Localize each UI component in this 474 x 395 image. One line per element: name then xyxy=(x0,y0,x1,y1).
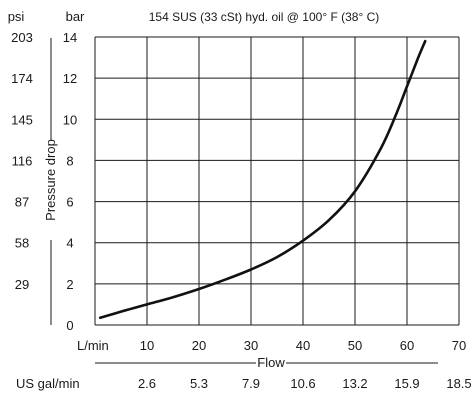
x-tick-label: 70 xyxy=(452,338,466,353)
x-tick-label: 10 xyxy=(140,338,154,353)
pressure-drop-curve xyxy=(98,39,427,320)
y-unit-primary: bar xyxy=(66,9,85,24)
y-label-background xyxy=(45,140,57,240)
x-unit-secondary: US gal/min xyxy=(16,376,80,391)
y-unit-secondary: psi xyxy=(8,9,25,24)
y-tick-label-psi: 87 xyxy=(15,195,29,210)
y-tick-label: 0 xyxy=(66,318,73,333)
x-tick-label-gpm: 5.3 xyxy=(190,376,208,391)
y-axis-label: Pressure drop xyxy=(43,139,58,221)
x-ticks-secondary: 2.6 5.3 7.9 10.6 13.2 15.9 18.5 xyxy=(138,376,472,391)
y-tick-label: 14 xyxy=(63,30,77,45)
grid xyxy=(94,36,460,326)
x-unit-primary: L/min xyxy=(77,338,109,353)
y-tick-label: 6 xyxy=(66,195,73,210)
y-tick-label: 12 xyxy=(63,71,77,86)
y-tick-label: 8 xyxy=(66,153,73,168)
chart-title: 154 SUS (33 cSt) hyd. oil @ 100° F (38° … xyxy=(149,10,380,24)
y-tick-label-psi: 203 xyxy=(11,30,33,45)
x-tick-label: 30 xyxy=(244,338,258,353)
series-layer xyxy=(98,39,427,320)
x-tick-label: 60 xyxy=(400,338,414,353)
x-tick-label-gpm: 2.6 xyxy=(138,376,156,391)
y-tick-label: 4 xyxy=(66,236,73,251)
x-tick-label-gpm: 7.9 xyxy=(242,376,260,391)
x-tick-label-gpm: 15.9 xyxy=(394,376,419,391)
x-tick-label-gpm: 13.2 xyxy=(342,376,367,391)
x-tick-label: 50 xyxy=(348,338,362,353)
x-tick-label: 20 xyxy=(192,338,206,353)
y-ticks-secondary: 29 58 87 116 145 174 203 xyxy=(11,30,33,292)
x-ticks-primary: 10 20 30 40 50 60 70 xyxy=(140,338,466,353)
y-tick-label: 2 xyxy=(66,277,73,292)
y-ticks-primary: 0 2 4 6 8 10 12 14 xyxy=(63,30,77,333)
y-tick-label-psi: 116 xyxy=(12,153,33,168)
x-tick-label: 40 xyxy=(296,338,310,353)
x-tick-label-gpm: 10.6 xyxy=(290,376,315,391)
y-tick-label-psi: 145 xyxy=(11,112,33,127)
x-tick-label-gpm: 18.5 xyxy=(446,376,471,391)
x-axis-label: Flow xyxy=(257,355,285,370)
y-tick-label-psi: 29 xyxy=(15,277,29,292)
y-tick-label-psi: 174 xyxy=(11,71,33,86)
y-tick-label: 10 xyxy=(63,112,77,127)
y-tick-label-psi: 58 xyxy=(15,236,29,251)
